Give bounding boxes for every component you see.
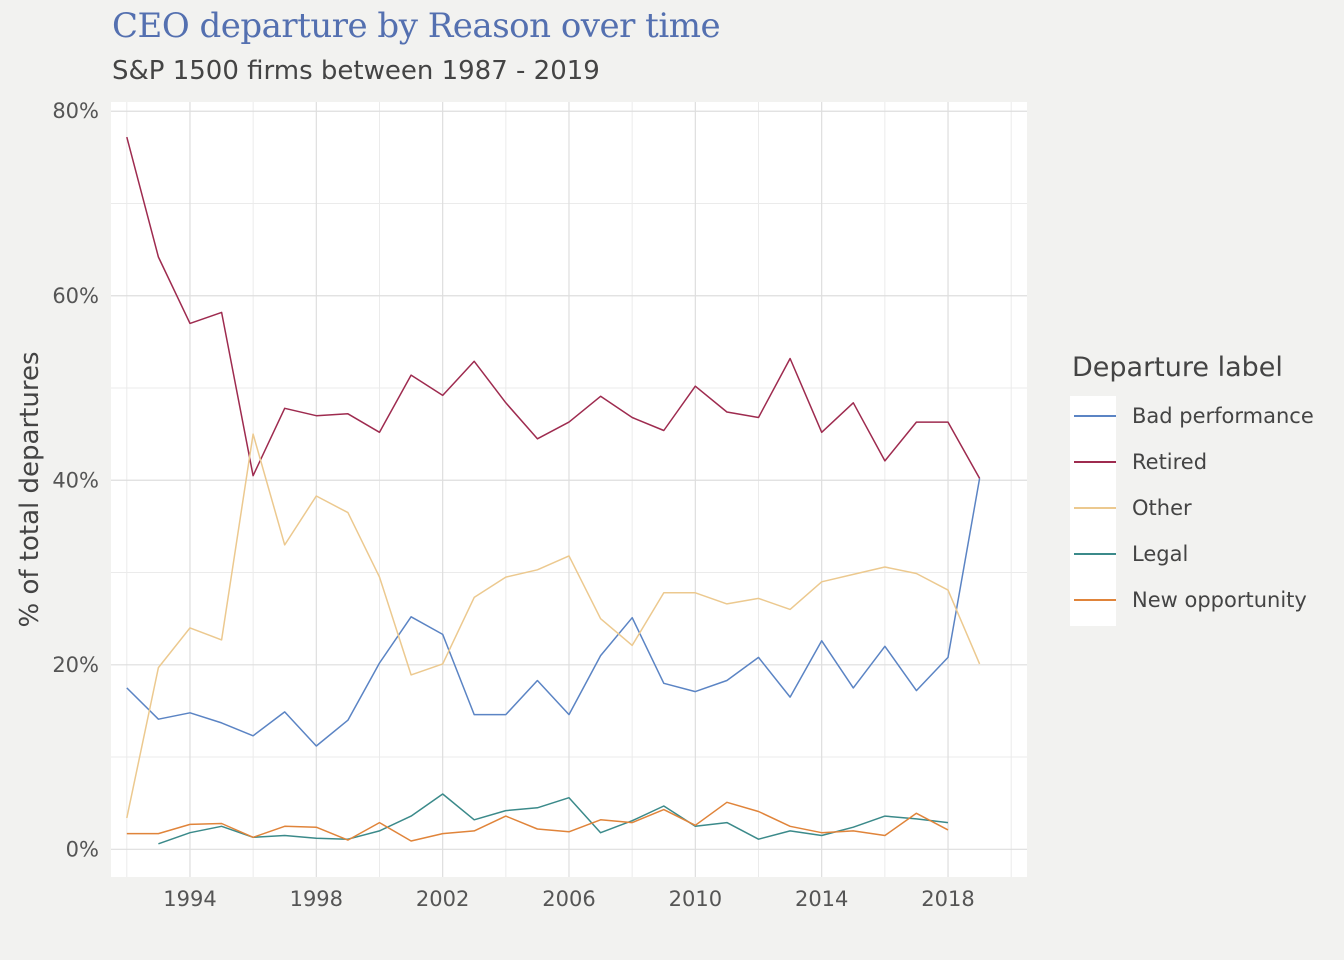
chart-subtitle: S&P 1500 firms between 1987 - 2019	[112, 56, 600, 86]
legend-item: Legal	[1066, 531, 1326, 577]
legend-items: Bad performance Retired Other Legal New oppo…	[1066, 393, 1326, 623]
legend-key	[1070, 439, 1120, 485]
y-tick-label: 80%	[52, 99, 99, 123]
x-tick-label: 2002	[416, 887, 469, 911]
series-line-legal	[158, 793, 949, 845]
x-tick-label: 1994	[163, 887, 216, 911]
y-tick-label: 0%	[66, 837, 99, 861]
legend-key	[1070, 485, 1120, 531]
series-lines	[126, 136, 981, 845]
y-axis-label: % of total departures	[15, 352, 45, 628]
x-tick-label: 2014	[795, 887, 848, 911]
x-tick-label: 2018	[921, 887, 974, 911]
y-tick-label: 60%	[52, 284, 99, 308]
series-line-new-opportunity	[126, 801, 949, 842]
legend-key	[1070, 577, 1120, 623]
series-line-other	[126, 433, 981, 819]
legend-item: Retired	[1066, 439, 1326, 485]
legend-item: Other	[1066, 485, 1326, 531]
major-grid	[111, 102, 1027, 877]
legend-label: New opportunity	[1132, 588, 1307, 612]
legend-key	[1070, 393, 1120, 439]
legend-item: New opportunity	[1066, 577, 1326, 623]
x-tick-label: 2010	[669, 887, 722, 911]
y-tick-label: 40%	[52, 468, 99, 492]
x-tick-label: 2006	[542, 887, 595, 911]
y-axis: 0% 20% 40% 60% 80%	[52, 99, 99, 861]
series-line-bad-performance	[126, 478, 981, 747]
legend-label: Retired	[1132, 450, 1208, 474]
legend-label: Other	[1132, 496, 1192, 520]
legend-title: Departure label	[1072, 352, 1283, 383]
chart-title: CEO departure by Reason over time	[112, 6, 721, 46]
legend-key	[1070, 531, 1120, 577]
y-tick-label: 20%	[52, 653, 99, 677]
legend-label: Legal	[1132, 542, 1189, 566]
x-tick-label: 1998	[290, 887, 343, 911]
x-axis: 1994 1998 2002 2006 2010 2014 2018	[163, 887, 975, 911]
legend: Departure label Bad performance Retired Ot…	[1066, 352, 1326, 626]
legend-item: Bad performance	[1066, 393, 1326, 439]
legend-key-background	[1070, 396, 1116, 626]
legend-label: Bad performance	[1132, 404, 1314, 428]
series-line-retired	[126, 136, 981, 479]
